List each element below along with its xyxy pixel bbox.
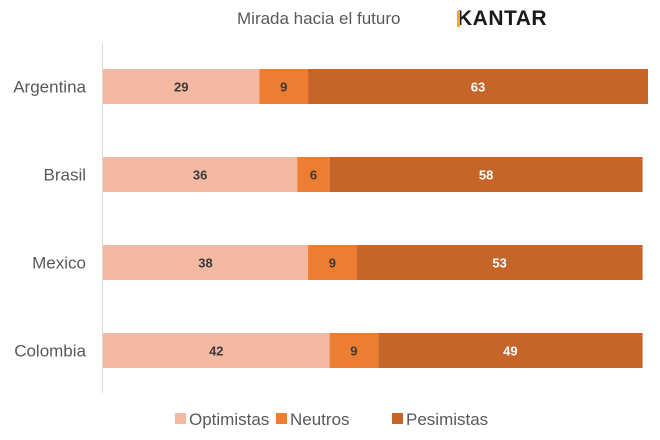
bar-argentina-pesimistas bbox=[308, 69, 648, 104]
category-labels: Argentina Brasil Mexico Colombia bbox=[13, 78, 86, 361]
data-label-mexico-pesimistas: 53 bbox=[492, 256, 506, 271]
data-label-brasil-optimistas: 36 bbox=[193, 168, 207, 183]
logo-text: KANTAR bbox=[457, 7, 548, 30]
data-label-brasil-pesimistas: 58 bbox=[479, 168, 493, 183]
data-label-brasil-neutros: 6 bbox=[310, 168, 317, 183]
bars-group: 29 9 63 36 6 58 38 9 53 42 9 49 bbox=[103, 69, 648, 368]
data-label-argentina-pesimistas: 63 bbox=[471, 80, 485, 95]
data-label-mexico-optimistas: 38 bbox=[198, 256, 212, 271]
bar-brasil-neutros bbox=[297, 157, 330, 192]
legend-label-pesimistas: Pesimistas bbox=[406, 410, 488, 429]
bar-mexico-optimistas bbox=[103, 245, 309, 280]
data-label-argentina-neutros: 9 bbox=[280, 80, 287, 95]
legend-swatch-optimistas bbox=[175, 413, 186, 424]
data-label-mexico-neutros: 9 bbox=[329, 256, 336, 271]
legend-swatch-pesimistas bbox=[392, 413, 403, 424]
chart-title: Mirada hacia el futuro bbox=[237, 9, 401, 28]
bar-mexico-pesimistas bbox=[356, 245, 643, 280]
legend-swatch-neutros bbox=[276, 413, 287, 424]
bar-colombia-neutros bbox=[329, 333, 379, 368]
category-label-colombia: Colombia bbox=[14, 342, 86, 361]
data-label-colombia-optimistas: 42 bbox=[209, 344, 223, 359]
data-label-colombia-pesimistas: 49 bbox=[503, 344, 517, 359]
bar-colombia-pesimistas bbox=[378, 333, 643, 368]
legend: Optimistas Neutros Pesimistas bbox=[175, 410, 488, 429]
bar-brasil-pesimistas bbox=[329, 157, 643, 192]
bar-colombia-optimistas bbox=[103, 333, 330, 368]
data-label-colombia-neutros: 9 bbox=[350, 344, 357, 359]
data-label-argentina-optimistas: 29 bbox=[174, 80, 188, 95]
bar-argentina-neutros bbox=[259, 69, 309, 104]
kantar-logo: KANTAR bbox=[457, 7, 547, 31]
category-label-mexico: Mexico bbox=[32, 254, 86, 273]
bar-mexico-neutros bbox=[308, 245, 357, 280]
bar-brasil-optimistas bbox=[103, 157, 298, 192]
category-label-brasil: Brasil bbox=[43, 166, 86, 185]
legend-label-optimistas: Optimistas bbox=[189, 410, 269, 429]
legend-label-neutros: Neutros bbox=[290, 410, 350, 429]
category-label-argentina: Argentina bbox=[13, 78, 86, 97]
bar-argentina-optimistas bbox=[103, 69, 260, 104]
